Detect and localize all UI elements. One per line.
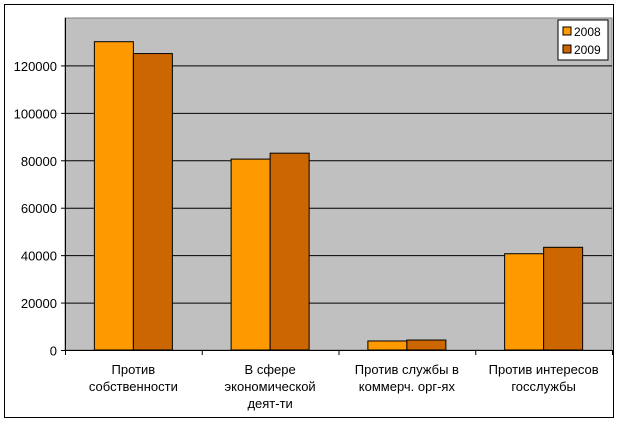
- bar: [367, 340, 408, 351]
- y-tick-label: 100000: [14, 106, 57, 121]
- bar: [504, 253, 545, 351]
- legend-swatch: [562, 26, 572, 36]
- x-tick-label: Против службы в коммерч. орг-ях: [355, 362, 459, 394]
- bar: [230, 158, 271, 351]
- x-tick-label: Против собственности: [89, 362, 178, 394]
- y-tick-label: 0: [50, 344, 57, 359]
- bar: [269, 152, 310, 351]
- y-tick-label: 60000: [21, 201, 57, 216]
- y-tick-label: 20000: [21, 296, 57, 311]
- bar: [406, 339, 447, 351]
- legend-label: 2008: [574, 25, 601, 39]
- bar: [132, 53, 173, 351]
- x-tick-label: Против интересов госслужбы: [489, 362, 599, 394]
- legend-swatch: [562, 44, 572, 54]
- x-tick-label: В сфере экономической деят-ти: [225, 362, 316, 411]
- legend-label: 2009: [574, 43, 601, 57]
- y-tick-label: 40000: [21, 249, 57, 264]
- y-tick-label: 80000: [21, 154, 57, 169]
- y-tick-label: 120000: [14, 59, 57, 74]
- bar: [543, 246, 584, 351]
- bar: [93, 41, 134, 351]
